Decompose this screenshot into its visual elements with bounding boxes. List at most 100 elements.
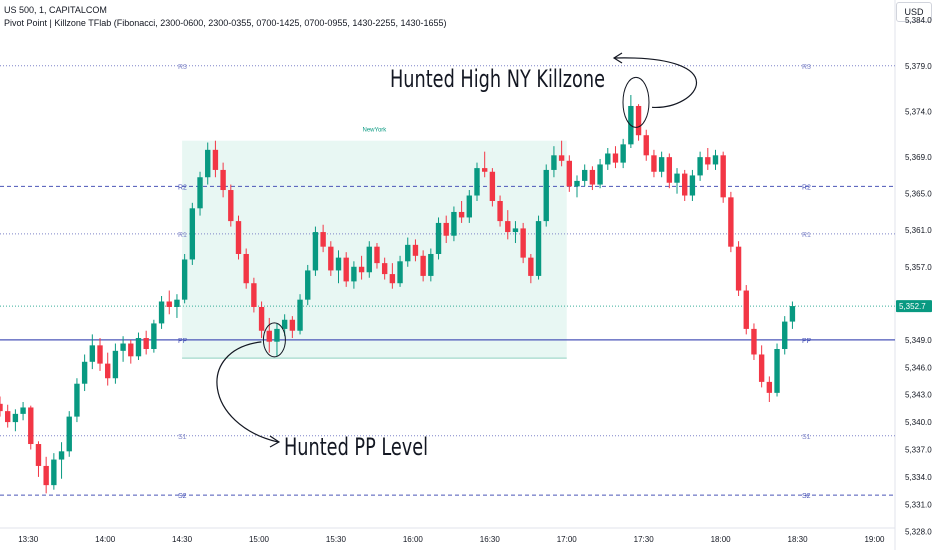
candle-body-9 (66, 416, 72, 452)
candle-body-7 (51, 459, 57, 486)
candle-body-29 (220, 169, 226, 191)
pivot-label-left-r1: R1 (178, 232, 187, 239)
candle-body-15 (112, 350, 119, 379)
candle-body-0 (0, 403, 3, 412)
candle-body-92 (705, 157, 711, 165)
candle-body-4 (28, 407, 34, 445)
time-tick-label: 15:30 (326, 535, 347, 544)
candle-body-21 (158, 301, 165, 324)
candle-body-83 (635, 105, 642, 136)
candle-body-68 (520, 228, 526, 258)
candle-body-67 (512, 228, 519, 233)
time-tick-label: 19:00 (864, 535, 885, 544)
candle-body-90 (689, 175, 696, 196)
candle-body-13 (97, 345, 103, 364)
candle-body-65 (497, 200, 503, 222)
candle-body-64 (489, 171, 496, 201)
killzone-label: NewYork (363, 128, 388, 134)
hunted-high-arrowhead (612, 52, 623, 64)
candle-body-58 (443, 222, 449, 236)
candle-body-20 (151, 323, 157, 350)
candle-body-99 (758, 354, 765, 382)
hunted-high-arrow (614, 57, 698, 108)
candle-body-51 (389, 274, 396, 284)
price-tick-label: 5,343.0 (905, 391, 932, 400)
candle-body-49 (374, 246, 380, 264)
candle-body-76 (582, 169, 588, 181)
candle-body-54 (412, 244, 419, 256)
candle-body-96 (735, 246, 742, 291)
candle-body-102 (782, 321, 788, 350)
candle-body-86 (658, 157, 665, 172)
price-tick-label: 5,337.0 (905, 446, 932, 455)
candle-body-95 (728, 197, 734, 247)
time-tick-label: 18:00 (711, 535, 732, 544)
pivot-label-right-r3: R3 (802, 64, 811, 71)
time-tick-label: 16:30 (480, 535, 501, 544)
indicator-legend: Pivot Point | Killzone TFlab (Fibonacci,… (4, 18, 447, 28)
candle-body-22 (166, 301, 172, 307)
candle-body-38 (289, 319, 296, 331)
candle-body-47 (358, 266, 365, 273)
candle-body-81 (620, 144, 626, 163)
candle-body-18 (135, 338, 142, 357)
candle-body-11 (81, 361, 88, 384)
price-tick-label: 5,334.0 (905, 473, 932, 482)
pivot-label-left-r3: R3 (178, 64, 187, 71)
candle-body-10 (74, 383, 80, 417)
pivot-label-right-s2: S2 (802, 493, 811, 500)
candle-body-94 (720, 155, 726, 198)
candle-body-80 (612, 153, 619, 163)
time-tick-label: 17:30 (634, 535, 655, 544)
currency-button[interactable]: USD (896, 2, 932, 22)
candle-body-79 (605, 153, 611, 165)
candle-body-87 (666, 157, 673, 183)
candle-body-78 (597, 164, 603, 185)
candle-body-71 (543, 169, 549, 222)
candle-body-103 (789, 306, 796, 322)
candle-body-41 (312, 232, 319, 271)
candle-body-91 (697, 157, 703, 176)
price-tick-label: 5,328.0 (905, 528, 932, 537)
candle-body-24 (181, 259, 188, 300)
annotation-hunted-pp: Hunted PP Level (284, 434, 428, 461)
time-tick-label: 14:00 (95, 535, 116, 544)
time-tick-label: 13:30 (18, 535, 39, 544)
candle-body-85 (651, 155, 657, 172)
candle-body-34 (258, 306, 265, 331)
candle-body-66 (505, 221, 511, 233)
candle-body-25 (189, 208, 196, 260)
candle-body-93 (712, 155, 719, 165)
candle-body-46 (351, 266, 357, 282)
candle-body-72 (551, 155, 557, 170)
candle-body-1 (5, 411, 11, 423)
candle-body-28 (212, 149, 219, 170)
time-tick-label: 14:30 (172, 535, 193, 544)
pivot-label-right-r1: R1 (802, 232, 811, 239)
candle-body-101 (774, 349, 780, 393)
candle-body-55 (420, 255, 426, 276)
candle-body-26 (197, 177, 203, 209)
candle-body-97 (743, 290, 749, 329)
candle-body-31 (235, 221, 242, 254)
hunted-pp-circle (262, 322, 286, 358)
time-tick-label: 18:30 (788, 535, 809, 544)
candle-body-50 (381, 263, 388, 275)
candle-body-8 (58, 451, 65, 460)
price-tick-label: 5,365.0 (905, 190, 932, 199)
candle-body-59 (451, 211, 457, 236)
pivot-label-left-s1: S1 (178, 434, 187, 441)
candle-body-60 (458, 211, 465, 218)
candle-body-6 (43, 465, 49, 486)
pivot-label-left-r2: R2 (178, 184, 187, 191)
candle-body-19 (143, 338, 149, 350)
candle-body-39 (297, 299, 303, 331)
price-tick-label: 5,384.0 (905, 16, 932, 25)
candle-body-32 (243, 253, 249, 284)
candle-body-44 (335, 257, 342, 271)
candle-body-70 (535, 221, 542, 276)
pivot-label-right-r2: R2 (802, 184, 811, 191)
candle-body-3 (20, 407, 26, 414)
candle-body-48 (366, 246, 372, 273)
